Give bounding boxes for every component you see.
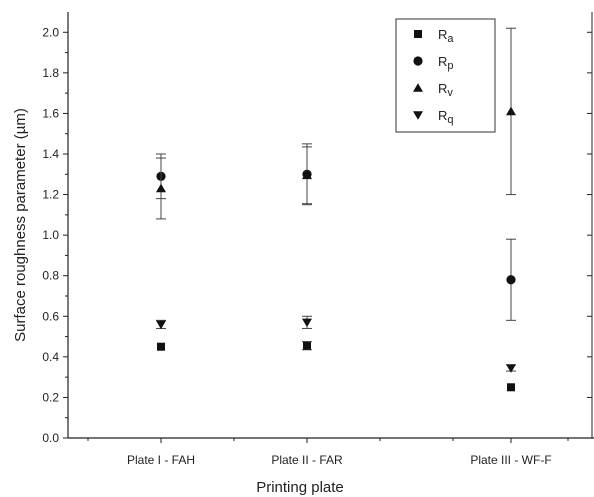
legend-label: Rv xyxy=(438,81,453,99)
legend-marker-Rq xyxy=(413,111,423,120)
y-axis-title: Surface roughness parameter (µm) xyxy=(12,108,29,342)
y-tick-label: 0.2 xyxy=(42,390,59,404)
data-point-Rp xyxy=(506,275,516,285)
y-tick-label: 2.0 xyxy=(42,25,59,39)
y-tick-label: 1.2 xyxy=(42,188,59,202)
x-tick-label: Plate II - FAR xyxy=(271,453,343,467)
legend-marker-Rv xyxy=(413,83,423,92)
data-point-Rv xyxy=(156,183,166,193)
x-tick-label: Plate III - WF-F xyxy=(470,453,551,467)
axes xyxy=(67,12,594,439)
series-Rq xyxy=(156,315,516,373)
y-tick-label: 1.6 xyxy=(42,106,59,120)
y-tick-label: 1.4 xyxy=(42,147,59,161)
data-point-Rv xyxy=(506,106,516,116)
y-tick-label: 0.8 xyxy=(42,269,59,283)
x-axis-title: Printing plate xyxy=(256,479,344,496)
y-ticks: 0.0 0.2 0.4 0.6 0.8 1.0 1.2 1.4 1.6 1.8 2.0 xyxy=(42,25,592,445)
legend-label: Ra xyxy=(438,27,454,45)
data-point-Ra xyxy=(507,383,515,392)
data-point-Ra xyxy=(157,342,165,351)
y-tick-label: 0.4 xyxy=(42,350,59,364)
data-point-Rq xyxy=(302,318,312,328)
series-Rp xyxy=(156,143,516,321)
data-point-Ra xyxy=(303,341,311,350)
data-point-Rq xyxy=(156,320,166,330)
legend-label: Rq xyxy=(438,108,454,126)
y-tick-label: 1.8 xyxy=(42,66,59,80)
series-Ra xyxy=(157,341,515,392)
legend-label: Rp xyxy=(438,54,454,72)
y-tick-label: 1.0 xyxy=(42,228,59,242)
data-point-Rv xyxy=(302,170,312,180)
legend-box xyxy=(395,18,496,133)
y-tick-label: 0.6 xyxy=(42,309,59,323)
y-tick-label: 0.0 xyxy=(42,431,59,445)
data-point-Rq xyxy=(506,364,516,373)
legend-marker-Ra xyxy=(414,30,422,38)
legend: Ra Rp Rv Rq xyxy=(395,18,496,133)
x-tick-label: Plate I - FAH xyxy=(127,453,195,467)
series-Rv xyxy=(156,27,516,220)
x-ticks: Plate I - FAH Plate II - FAR Plate III - W… xyxy=(87,438,569,467)
legend-marker-Rp xyxy=(413,56,423,66)
